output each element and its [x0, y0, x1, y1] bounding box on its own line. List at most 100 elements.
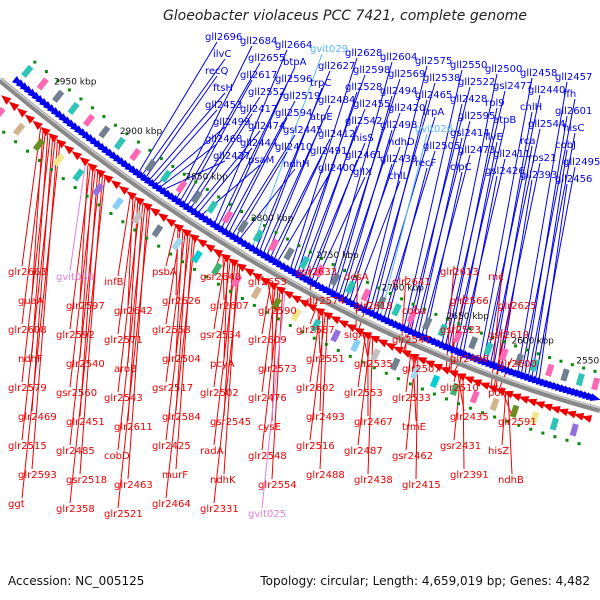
reverse-marker — [145, 236, 149, 240]
reverse-gene-arrow — [542, 403, 553, 412]
reverse-gene-label: glr2566 — [450, 296, 489, 307]
reverse-leader-line — [117, 205, 146, 451]
reverse-leader-line — [462, 377, 465, 470]
forward-marker — [205, 188, 209, 192]
reverse-leader-line — [31, 130, 44, 296]
forward-leader-line — [490, 128, 541, 363]
forward-feature-block — [314, 264, 326, 278]
forward-gene-label: gll2519 — [283, 91, 320, 102]
forward-gene-label: gll2628 — [345, 48, 382, 59]
forward-feature-block — [360, 288, 372, 302]
accession-text: Accession: NC_005125 — [8, 574, 145, 588]
reverse-leader-line — [261, 290, 281, 451]
reverse-leader-line — [507, 394, 513, 475]
forward-leader-line — [214, 49, 288, 224]
forward-marker — [514, 344, 518, 348]
forward-marker — [44, 70, 48, 74]
reverse-gene-label: glr2625 — [498, 301, 537, 312]
forward-marker — [388, 291, 392, 295]
reverse-gene-arrow — [424, 360, 436, 369]
reverse-leader-line — [367, 338, 374, 475]
reverse-gene-label: psbA — [152, 267, 177, 278]
reverse-gene-arrow — [392, 346, 404, 355]
reverse-leader-line — [69, 173, 101, 446]
forward-leader-line — [517, 81, 568, 373]
reverse-gene-label: glr2551 — [306, 354, 345, 365]
reverse-leader-line — [79, 164, 89, 301]
forward-gene-label: gll2499 — [213, 117, 250, 128]
forward-gene-label: atpB — [493, 115, 516, 126]
reverse-gene-label: glr2521 — [104, 509, 143, 520]
forward-leader-line — [335, 95, 393, 294]
forward-gene-label: gsl2414 — [450, 128, 490, 139]
reverse-gene-label: ndhK — [210, 475, 236, 486]
reverse-marker — [288, 323, 292, 327]
forward-gene-label: gll2428 — [450, 94, 487, 105]
forward-marker — [457, 322, 461, 326]
forward-gene-label: gll2456 — [555, 174, 592, 185]
forward-marker — [445, 317, 449, 321]
reverse-leader-line — [490, 270, 503, 389]
reverse-gene-arrow — [400, 350, 412, 358]
reverse-gene-label: ggt — [8, 499, 25, 510]
reverse-marker — [420, 387, 424, 391]
reverse-gene-arrow — [510, 393, 522, 402]
reverse-gene-arrow — [298, 299, 310, 308]
reverse-gene-label: glr2590 — [258, 306, 297, 317]
forward-leader-line — [387, 167, 428, 320]
reverse-gene-label: glr2558 — [152, 325, 191, 336]
forward-gene-label: ftsH — [213, 83, 233, 94]
forward-feature-block — [529, 358, 540, 372]
reverse-gene-label: glr2540 — [66, 359, 105, 370]
forward-gene-label: ndhH — [283, 159, 310, 170]
forward-leader-line — [493, 145, 533, 364]
reverse-gene-arrow — [534, 401, 546, 409]
reverse-feature-block — [32, 138, 45, 152]
reverse-gene-arrow — [196, 238, 208, 248]
reverse-leader-line — [117, 208, 151, 509]
reverse-gene-arrow — [243, 267, 255, 277]
forward-feature-block — [345, 280, 356, 294]
forward-leader-line — [403, 69, 463, 327]
reverse-marker — [384, 371, 388, 375]
reverse-gene-arrow — [126, 191, 137, 201]
reverse-feature-block — [469, 390, 480, 404]
forward-leader-line — [410, 103, 463, 330]
reverse-leader-line — [21, 139, 56, 441]
forward-marker — [593, 369, 597, 373]
reverse-gene-label: glr2573 — [258, 364, 297, 375]
forward-feature-block — [82, 113, 95, 127]
reverse-gene-label: infB — [104, 277, 124, 288]
reverse-marker — [432, 392, 436, 396]
forward-gene-label: gll2595 — [458, 111, 495, 122]
reverse-marker — [204, 275, 208, 279]
reverse-gene-label: glr2487 — [344, 446, 383, 457]
reverse-gene-label: glr2463 — [114, 480, 153, 491]
reverse-gene-label: glr2641 — [392, 277, 431, 288]
reverse-marker — [336, 348, 340, 352]
forward-leader-line — [338, 112, 401, 296]
forward-gene-label: trpA — [423, 107, 444, 118]
reverse-marker — [505, 419, 509, 423]
reverse-marker — [360, 360, 364, 364]
reverse-feature-block — [409, 366, 421, 380]
reverse-feature-block — [489, 397, 500, 411]
reverse-leader-line — [117, 195, 132, 277]
reverse-gene-label: hisZ — [488, 446, 509, 457]
reverse-feature-block — [569, 423, 579, 437]
reverse-gene-arrow — [306, 303, 318, 312]
reverse-gene-label: glr2451 — [66, 417, 105, 428]
forward-leader-line — [190, 113, 253, 208]
reverse-marker — [456, 402, 460, 406]
reverse-gene-label: glr2548 — [248, 451, 287, 462]
reverse-feature-block — [151, 224, 164, 238]
forward-gene-label: glIX — [353, 167, 372, 178]
forward-leader-line — [228, 117, 288, 233]
reverse-gene-arrow — [204, 243, 216, 253]
reverse-gene-label: glr2535 — [354, 359, 393, 370]
forward-gene-label: gll2400 — [318, 163, 355, 174]
reverse-marker — [49, 168, 53, 172]
reverse-gene-label: glr2415 — [402, 480, 441, 491]
forward-gene-label: gll2410 — [275, 142, 312, 153]
forward-leader-line — [380, 133, 428, 316]
